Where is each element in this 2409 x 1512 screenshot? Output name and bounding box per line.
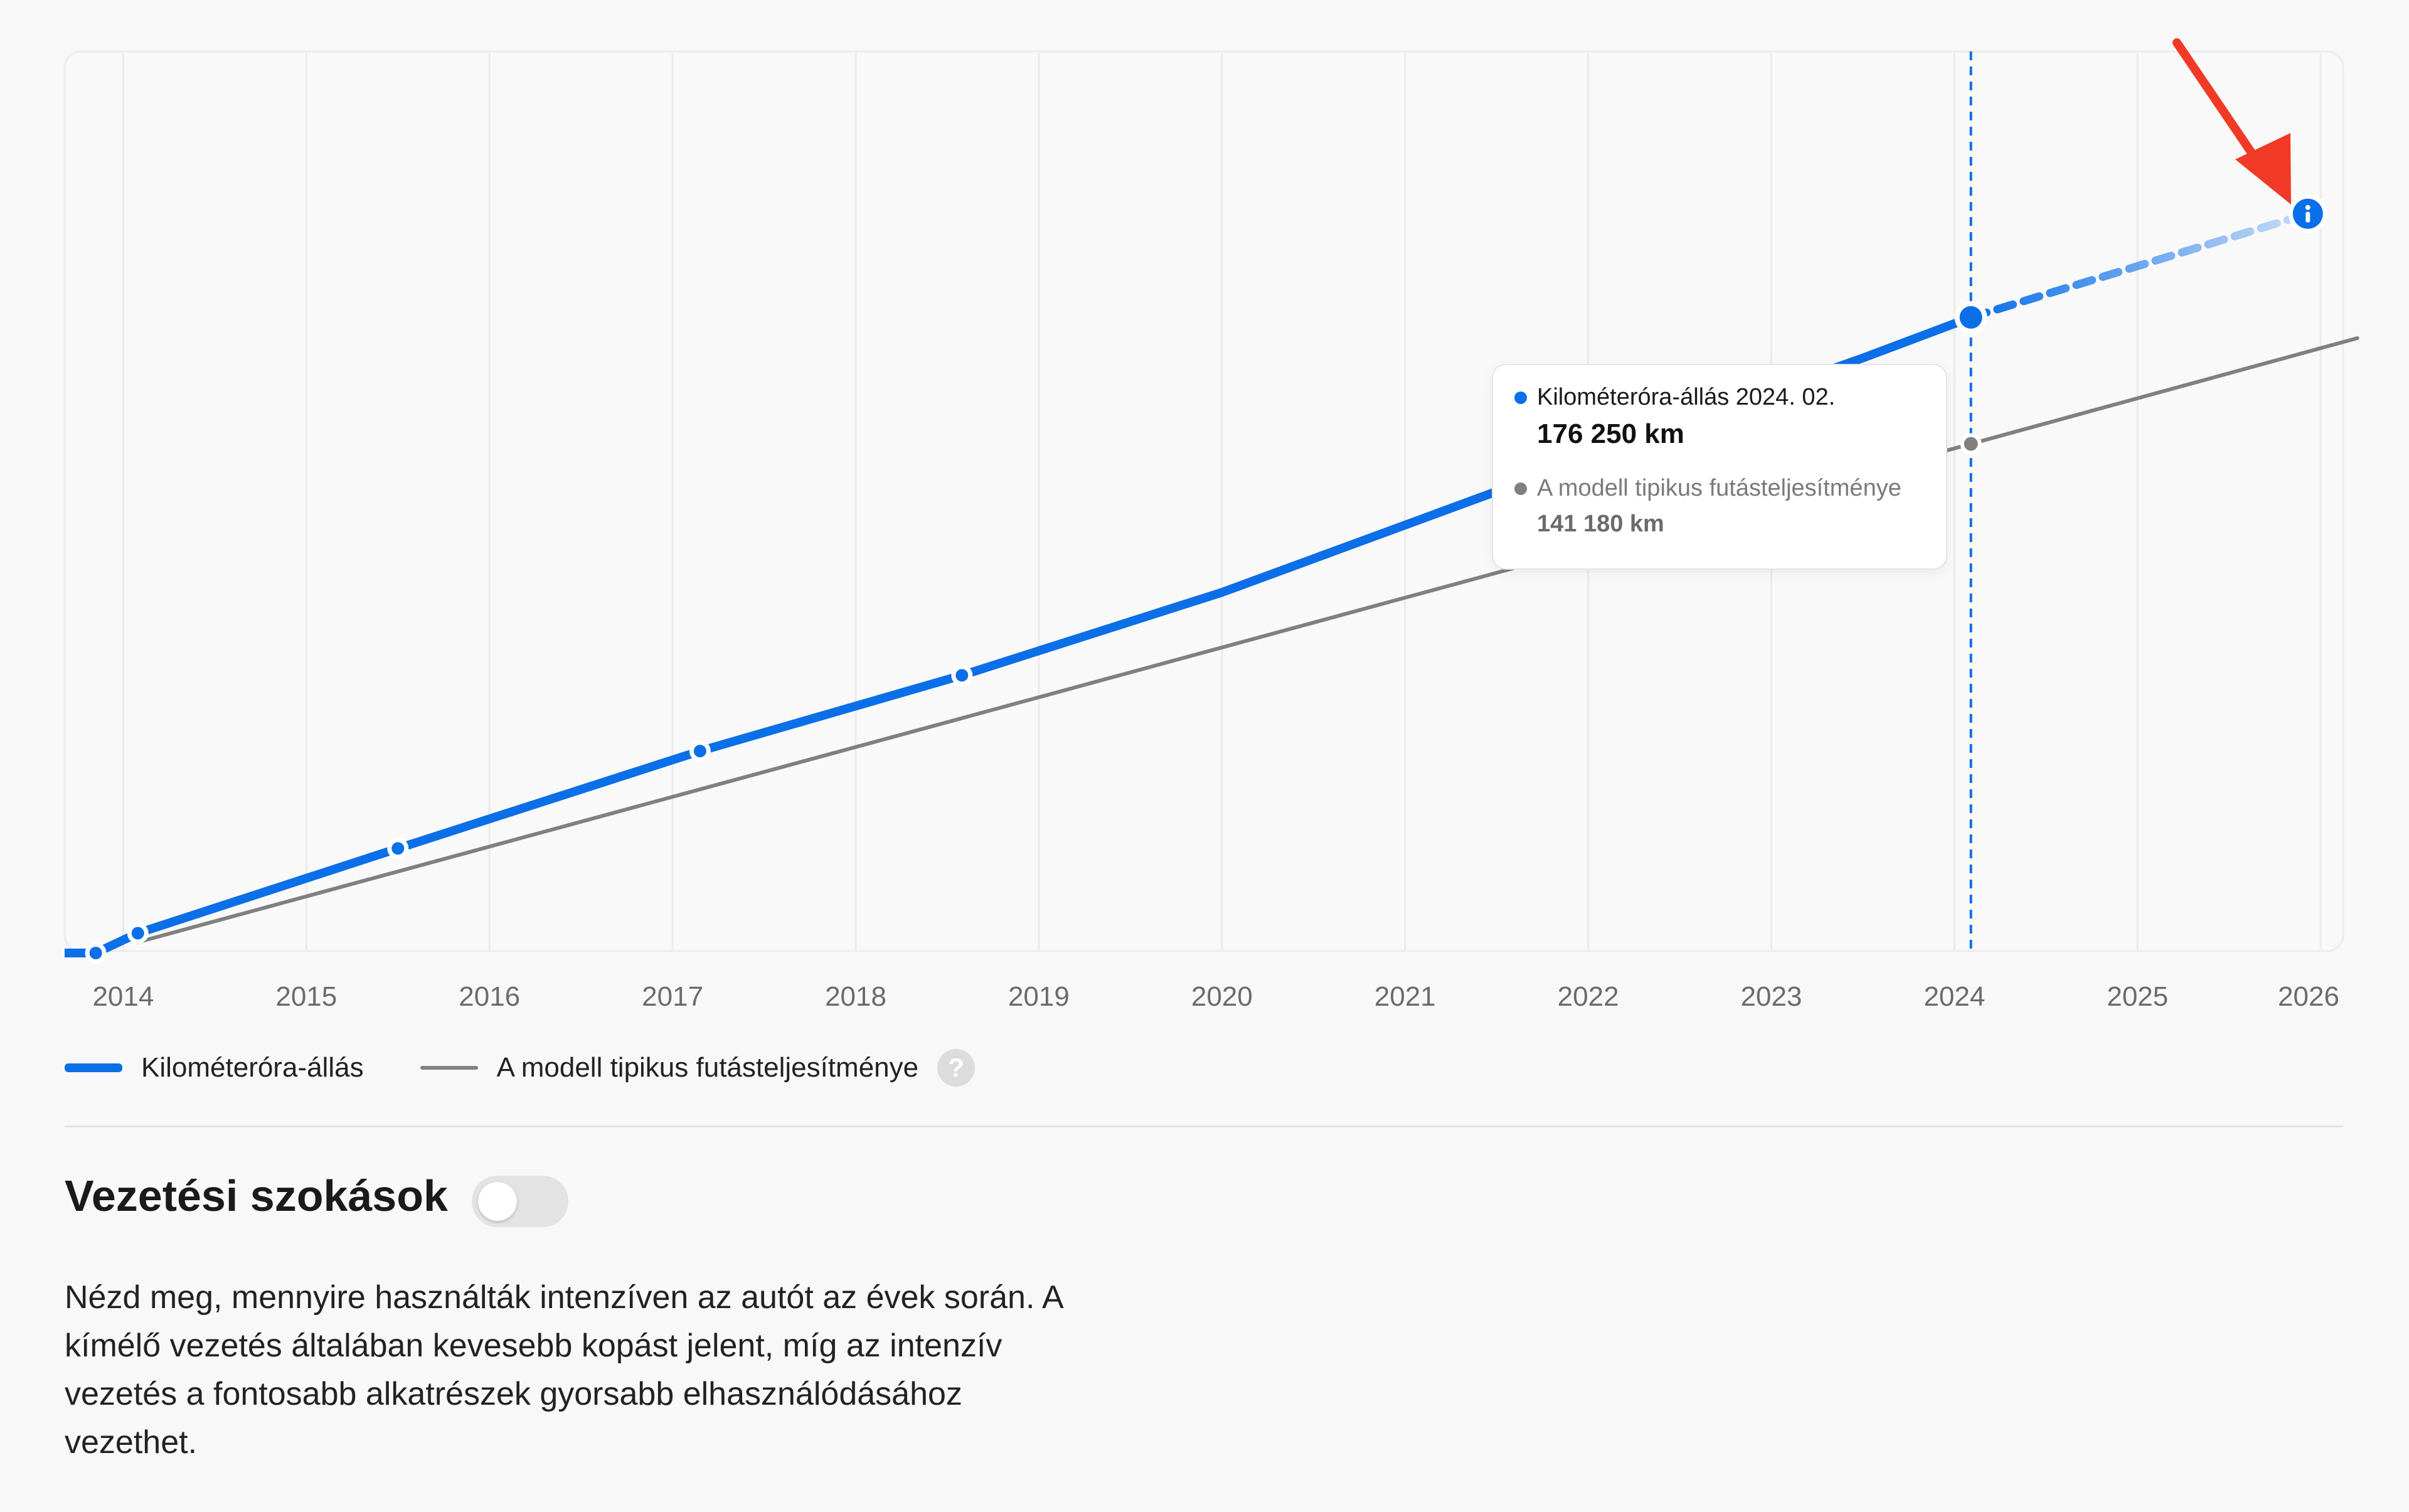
x-tick-label: 2019 xyxy=(1008,981,1070,1012)
legend-swatch-typical-mileage xyxy=(420,1066,478,1070)
toggle-knob xyxy=(478,1182,517,1221)
description-line: kímélő vezetés általában kevesebb kopást… xyxy=(65,1328,1002,1364)
plot-background xyxy=(63,50,2344,952)
info-icon-stem xyxy=(2305,211,2311,223)
tooltip-series2-label: A modell tipikus futásteljesítménye xyxy=(1537,475,1901,501)
legend-label-typical-mileage: A modell tipikus futásteljesítménye xyxy=(496,1052,919,1083)
legend-item-odometer[interactable]: Kilométeróra-állás xyxy=(65,1052,364,1083)
odometer-marker xyxy=(89,947,102,959)
x-tick-label: 2026 xyxy=(2278,981,2339,1012)
grid-lines xyxy=(122,53,2322,950)
x-tick-label: 2022 xyxy=(1558,981,1619,1012)
annotation-arrow-head xyxy=(2235,133,2291,205)
x-tick-label: 2023 xyxy=(1741,981,1802,1012)
chart-legend: Kilométeróra-állás A modell tipikus futá… xyxy=(65,1048,976,1088)
x-tick-label: 2024 xyxy=(1923,981,1985,1012)
tooltip-series2-dot xyxy=(1514,482,1527,495)
odometer-projection-line xyxy=(1967,210,2312,322)
tooltip-series1-dot xyxy=(1514,391,1527,404)
tooltip-series2-row: A modell tipikus futásteljesítménye xyxy=(1514,475,1925,502)
odometer-marker xyxy=(391,842,405,855)
mileage-chart-svg: 2014 2015 2016 2017 2018 2019 2020 2021 2022 2023… xyxy=(63,38,2359,1012)
odometer-marker xyxy=(131,927,144,940)
chart-tooltip: Kilométeróra-állás 2024. 02. 176 250 km … xyxy=(1492,364,1947,570)
odometer-marker xyxy=(1959,306,1982,329)
driving-habits-title: Vezetési szokások xyxy=(65,1171,448,1220)
legend-label-odometer: Kilométeróra-állás xyxy=(141,1052,364,1083)
section-divider xyxy=(65,1126,2343,1127)
description-line: vezetés a fontosabb alkatrészek gyorsabb… xyxy=(65,1376,962,1412)
x-tick-label: 2021 xyxy=(1375,981,1436,1012)
help-icon[interactable]: ? xyxy=(937,1049,976,1087)
x-axis-ticks: 2014 2015 2016 2017 2018 2019 2020 2021 2022 2023… xyxy=(92,981,2339,1012)
driving-habits-description: Nézd meg, mennyire használták intenzíven… xyxy=(65,1274,1231,1467)
x-tick-label: 2025 xyxy=(2107,981,2168,1012)
description-line: vezethet. xyxy=(65,1424,198,1461)
x-tick-label: 2015 xyxy=(275,981,337,1012)
mileage-chart: 2014 2015 2016 2017 2018 2019 2020 2021 2022 2023… xyxy=(63,38,2359,1012)
tooltip-series1-value: 176 250 km xyxy=(1537,418,1684,449)
tooltip-series2-value: 141 180 km xyxy=(1537,511,1664,537)
description-line: Nézd meg, mennyire használták intenzíven… xyxy=(65,1279,1064,1316)
tooltip-series1-row: Kilométeróra-állás 2024. 02. xyxy=(1514,384,1925,411)
driving-habits-toggle[interactable] xyxy=(472,1176,568,1227)
annotation-layer xyxy=(2172,38,2327,233)
x-tick-label: 2020 xyxy=(1191,981,1253,1012)
odometer-marker xyxy=(693,745,706,758)
odometer-marker xyxy=(955,669,969,682)
tooltip-series1-label: Kilométeróra-állás 2024. 02. xyxy=(1537,384,1836,410)
typical-marker xyxy=(1964,437,1978,451)
marker-layer xyxy=(85,301,1987,964)
x-tick-label: 2014 xyxy=(92,981,154,1012)
x-tick-label: 2017 xyxy=(642,981,703,1012)
annotation-arrow-shaft xyxy=(2172,38,2267,174)
x-tick-label: 2016 xyxy=(459,981,520,1012)
legend-item-typical-mileage[interactable]: A modell tipikus futásteljesítménye xyxy=(420,1052,919,1083)
legend-swatch-odometer xyxy=(65,1063,122,1072)
x-tick-label: 2018 xyxy=(825,981,886,1012)
info-icon-dot xyxy=(2305,205,2311,210)
